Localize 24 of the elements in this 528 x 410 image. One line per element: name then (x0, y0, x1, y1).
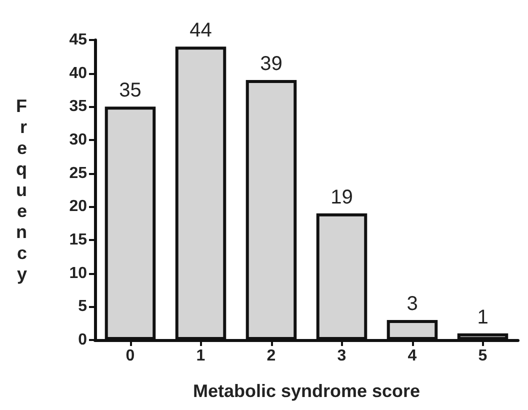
y-tick-label: 30 (69, 132, 88, 148)
y-tick-label: 15 (69, 232, 88, 248)
data-label: 3 (406, 293, 418, 315)
y-tick-label: 40 (69, 64, 88, 82)
y-tick-label: 35 (69, 98, 88, 116)
x-tick-label: 1 (196, 348, 206, 364)
y-tick-label: 10 (69, 264, 88, 282)
x-tick-label: 4 (408, 348, 417, 364)
x-tick-label: 3 (337, 348, 346, 364)
y-tick-label: 5 (78, 298, 88, 316)
x-tick-label: 2 (266, 348, 276, 364)
x-axis-title: Metabolic syndrome score (192, 381, 420, 401)
x-tick-label: 5 (478, 348, 488, 364)
x-tick-label: 0 (126, 348, 135, 364)
data-label: 44 (190, 20, 212, 42)
y-tick-label: 45 (69, 32, 88, 48)
y-tick-label: 25 (69, 164, 88, 182)
text: Frequency (16, 96, 27, 284)
data-label: 1 (477, 306, 488, 328)
data-label: 39 (260, 53, 282, 75)
y-tick-label: 20 (69, 198, 88, 216)
data-label: 35 (119, 80, 142, 102)
data-label: 19 (330, 186, 353, 208)
y-tick-label: 0 (78, 332, 88, 348)
